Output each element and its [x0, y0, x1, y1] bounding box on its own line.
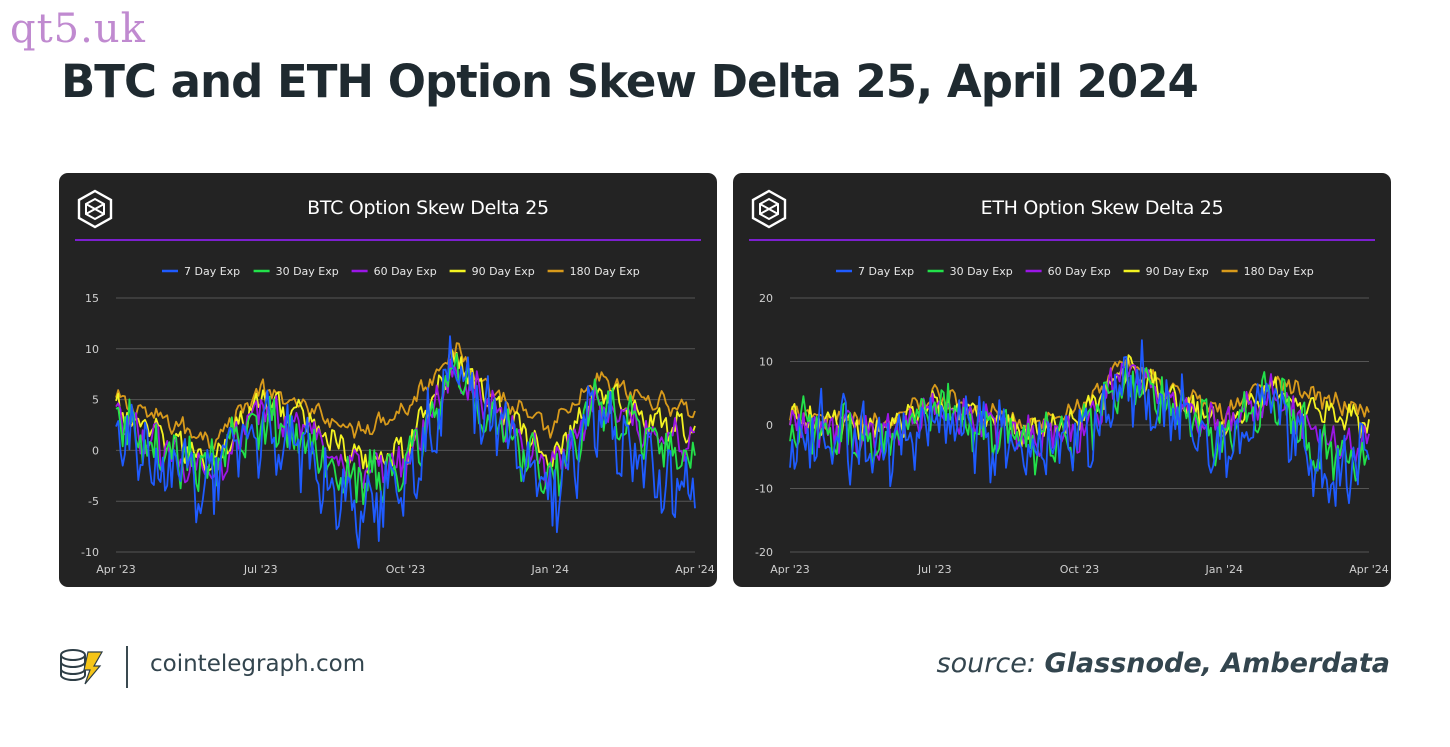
- y-tick-label: -5: [88, 495, 99, 508]
- series-line-60d: [789, 362, 1370, 464]
- y-tick-label: 10: [85, 343, 99, 356]
- y-tick-label: 20: [759, 292, 773, 305]
- x-tick-label: Apr '23: [96, 563, 136, 576]
- x-tick-label: Jan '24: [531, 563, 569, 576]
- x-tick-label: Apr '23: [770, 563, 810, 576]
- x-tick-label: Jan '24: [1205, 563, 1243, 576]
- legend: 7 Day Exp 30 Day Exp 60 Day Exp 90 Day Exp 1…: [836, 265, 1314, 278]
- x-tick-label: Apr '24: [1349, 563, 1389, 576]
- page-title: BTC and ETH Option Skew Delta 25, April …: [61, 55, 1199, 108]
- source-credit: source: Glassnode, Amberdata: [937, 648, 1390, 679]
- eth-chart-panel: ETH Option Skew Delta 25 20 10 0 -10 -20 Apr …: [733, 173, 1391, 587]
- legend-label: 60 Day Exp: [1048, 265, 1111, 278]
- y-tick-label: 0: [766, 419, 773, 432]
- x-tick-label: Jul '23: [243, 563, 278, 576]
- legend-label: 90 Day Exp: [1146, 265, 1209, 278]
- footer-divider: [126, 646, 128, 688]
- cube-logo-icon: [77, 189, 113, 229]
- legend-label: 180 Day Exp: [1244, 265, 1314, 278]
- legend-label: 180 Day Exp: [570, 265, 640, 278]
- btc-chart-panel: BTC Option Skew Delta 25 15 10 5 0 -5 -10 Apr …: [59, 173, 717, 587]
- y-tick-label: 10: [759, 356, 773, 369]
- cointelegraph-coins-logo-icon: [60, 649, 104, 685]
- watermark: qt5.uk: [10, 6, 146, 52]
- y-tick-label: -20: [755, 546, 773, 559]
- legend-label: 60 Day Exp: [374, 265, 437, 278]
- y-tick-label: 15: [85, 292, 99, 305]
- chart-title: BTC Option Skew Delta 25: [307, 197, 549, 219]
- series-line-30d: [115, 352, 696, 506]
- series-line-7d: [789, 339, 1370, 507]
- x-tick-label: Apr '24: [675, 563, 715, 576]
- y-tick-label: 5: [92, 394, 99, 407]
- y-tick-label: -10: [81, 546, 99, 559]
- series-line-7d: [115, 335, 696, 549]
- legend-label: 90 Day Exp: [472, 265, 535, 278]
- x-tick-label: Oct '23: [1060, 563, 1100, 576]
- title-divider: [75, 239, 701, 241]
- title-divider: [749, 239, 1375, 241]
- legend-label: 30 Day Exp: [950, 265, 1013, 278]
- source-names: Glassnode, Amberdata: [1044, 648, 1390, 679]
- x-tick-label: Oct '23: [386, 563, 426, 576]
- y-tick-label: 0: [92, 444, 99, 457]
- legend: 7 Day Exp 30 Day Exp 60 Day Exp 90 Day Exp 1…: [162, 265, 640, 278]
- eth-skew-chart: 20 10 0 -10 -20 Apr '23 Jul '23 Oct '23 Jan '24 A…: [755, 265, 1389, 576]
- x-tick-label: Jul '23: [917, 563, 952, 576]
- legend-label: 7 Day Exp: [184, 265, 240, 278]
- chart-title: ETH Option Skew Delta 25: [980, 197, 1224, 219]
- legend-label: 7 Day Exp: [858, 265, 914, 278]
- cube-logo-icon: [751, 189, 787, 229]
- footer-site-link[interactable]: cointelegraph.com: [150, 651, 366, 677]
- btc-skew-chart: 15 10 5 0 -5 -10 Apr '23 Jul '23 Oct '23 Jan '24 A…: [81, 265, 715, 576]
- legend-label: 30 Day Exp: [276, 265, 339, 278]
- y-tick-label: -10: [755, 483, 773, 496]
- source-label: source:: [936, 648, 1045, 679]
